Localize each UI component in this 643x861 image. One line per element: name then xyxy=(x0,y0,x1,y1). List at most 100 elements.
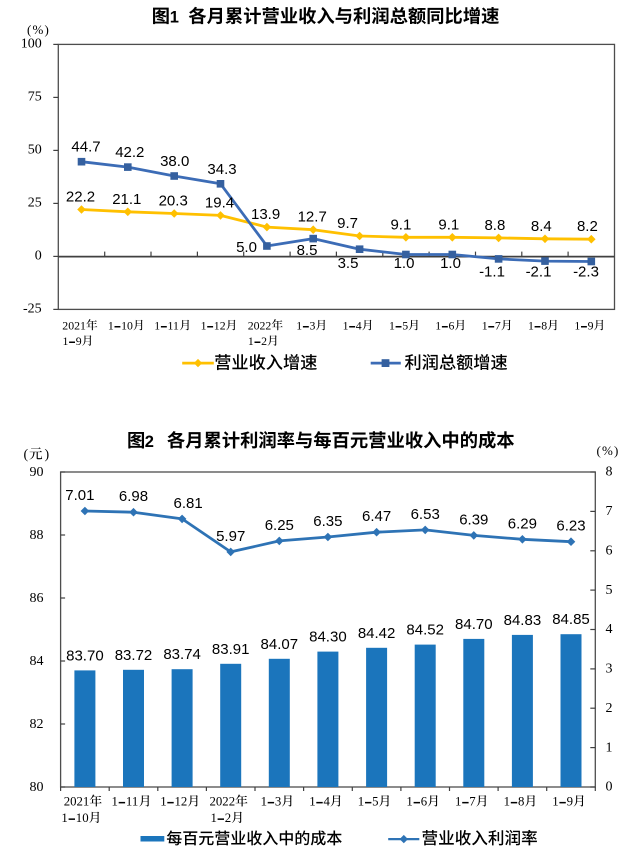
svg-text:5: 5 xyxy=(372,795,378,809)
svg-text:(%): (%) xyxy=(596,443,619,458)
svg-text:88: 88 xyxy=(30,528,44,543)
svg-text:1: 1 xyxy=(112,795,118,809)
svg-text:1: 1 xyxy=(296,318,302,332)
svg-text:6.53: 6.53 xyxy=(411,506,440,523)
svg-text:-2.1: -2.1 xyxy=(526,264,552,281)
svg-text:25: 25 xyxy=(28,195,42,210)
svg-text:1.0: 1.0 xyxy=(394,255,415,272)
svg-text:2: 2 xyxy=(145,433,154,451)
svg-text:0: 0 xyxy=(606,780,613,795)
svg-text:1: 1 xyxy=(574,318,580,332)
svg-text:3: 3 xyxy=(606,662,613,677)
svg-text:8: 8 xyxy=(606,465,613,480)
svg-text:44.7: 44.7 xyxy=(71,139,100,156)
svg-text:(: ( xyxy=(24,448,29,463)
svg-text:83.72: 83.72 xyxy=(115,647,153,664)
svg-text:9: 9 xyxy=(588,318,594,332)
svg-text:9: 9 xyxy=(567,795,573,809)
svg-text:10: 10 xyxy=(76,811,89,825)
svg-text:1: 1 xyxy=(552,795,558,809)
svg-text:2: 2 xyxy=(225,811,231,825)
svg-text:42.2: 42.2 xyxy=(115,144,144,161)
svg-text:1: 1 xyxy=(261,795,267,809)
svg-text:2021: 2021 xyxy=(64,795,90,809)
svg-text:84.83: 84.83 xyxy=(504,612,542,629)
svg-text:1: 1 xyxy=(406,795,412,809)
svg-text:1: 1 xyxy=(358,795,364,809)
svg-text:12: 12 xyxy=(175,795,188,809)
svg-text:1: 1 xyxy=(343,318,349,332)
svg-text:8.2: 8.2 xyxy=(577,218,598,235)
svg-text:2022: 2022 xyxy=(248,318,272,332)
svg-text:5: 5 xyxy=(606,583,613,598)
svg-text:38.0: 38.0 xyxy=(160,153,189,170)
svg-text:34.3: 34.3 xyxy=(207,161,236,178)
svg-text:): ) xyxy=(45,448,50,463)
svg-text:80: 80 xyxy=(30,780,44,795)
svg-text:90: 90 xyxy=(30,465,44,480)
svg-text:83.70: 83.70 xyxy=(66,647,104,664)
svg-text:83.91: 83.91 xyxy=(212,641,250,658)
svg-text:5.0: 5.0 xyxy=(236,239,257,256)
svg-text:75: 75 xyxy=(28,89,42,104)
svg-text:84.70: 84.70 xyxy=(455,616,493,633)
svg-text:6.47: 6.47 xyxy=(362,508,391,525)
svg-text:1: 1 xyxy=(248,334,254,348)
svg-text:6.98: 6.98 xyxy=(119,488,148,505)
svg-text:5: 5 xyxy=(402,318,408,332)
svg-text:8.5: 8.5 xyxy=(297,242,318,259)
svg-text:7.01: 7.01 xyxy=(65,487,94,504)
svg-text:12: 12 xyxy=(214,318,226,332)
svg-text:1: 1 xyxy=(504,795,510,809)
svg-text:1: 1 xyxy=(63,334,69,348)
svg-text:3: 3 xyxy=(275,795,281,809)
svg-text:9.1: 9.1 xyxy=(390,216,411,233)
svg-text:100: 100 xyxy=(21,36,42,51)
svg-text:6: 6 xyxy=(449,318,455,332)
svg-text:1.0: 1.0 xyxy=(440,255,461,272)
svg-text:0: 0 xyxy=(35,248,42,263)
svg-text:84.52: 84.52 xyxy=(406,622,444,639)
svg-text:2021: 2021 xyxy=(62,318,86,332)
svg-text:6.25: 6.25 xyxy=(265,517,294,534)
svg-text:50: 50 xyxy=(28,142,42,157)
svg-text:84.85: 84.85 xyxy=(552,611,590,628)
svg-text:1: 1 xyxy=(309,795,315,809)
svg-text:13.9: 13.9 xyxy=(251,206,280,223)
svg-text:1: 1 xyxy=(170,9,179,27)
svg-text:4: 4 xyxy=(606,622,613,637)
svg-text:3: 3 xyxy=(310,318,316,332)
svg-text:83.74: 83.74 xyxy=(163,646,201,663)
svg-text:1: 1 xyxy=(389,318,395,332)
svg-text:-2.3: -2.3 xyxy=(573,264,599,281)
svg-text:6.39: 6.39 xyxy=(459,511,488,528)
svg-text:4: 4 xyxy=(324,795,331,809)
svg-text:11: 11 xyxy=(168,318,179,332)
svg-text:1: 1 xyxy=(606,740,613,755)
svg-text:6: 6 xyxy=(606,544,613,559)
svg-text:84.42: 84.42 xyxy=(358,625,396,642)
svg-text:21.1: 21.1 xyxy=(112,191,141,208)
svg-text:7: 7 xyxy=(606,504,613,519)
svg-text:8.8: 8.8 xyxy=(484,217,505,234)
svg-text:2: 2 xyxy=(606,701,613,716)
svg-text:5.97: 5.97 xyxy=(216,528,245,545)
svg-text:2022: 2022 xyxy=(210,795,236,809)
svg-text:6.35: 6.35 xyxy=(313,513,342,530)
svg-text:6.23: 6.23 xyxy=(556,518,585,535)
svg-text:11: 11 xyxy=(126,795,138,809)
svg-text:7: 7 xyxy=(495,318,501,332)
svg-text:8: 8 xyxy=(518,795,524,809)
svg-text:1: 1 xyxy=(160,795,166,809)
svg-text:84.07: 84.07 xyxy=(261,636,299,653)
svg-text:1: 1 xyxy=(435,318,441,332)
svg-text:6.81: 6.81 xyxy=(173,495,202,512)
svg-text:1: 1 xyxy=(201,318,207,332)
svg-text:6.29: 6.29 xyxy=(508,515,537,532)
svg-text:86: 86 xyxy=(30,591,44,606)
svg-text:1: 1 xyxy=(61,811,67,825)
svg-text:1: 1 xyxy=(482,318,488,332)
svg-text:10: 10 xyxy=(121,318,133,332)
svg-text:7: 7 xyxy=(469,795,476,809)
svg-text:9.1: 9.1 xyxy=(438,216,459,233)
